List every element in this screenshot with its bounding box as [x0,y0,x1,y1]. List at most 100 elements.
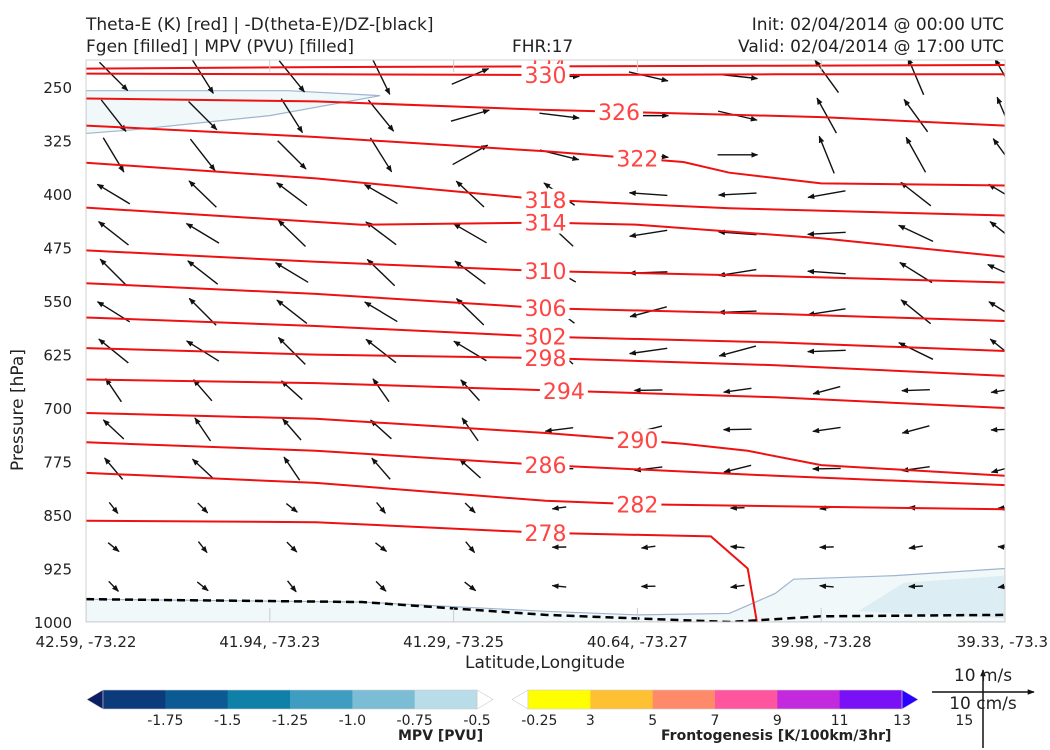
contour-label-bg [521,63,570,86]
y-tick-label: 1000 [34,614,72,632]
mpv-region-lower [86,567,1005,622]
contour-label-bg [521,521,570,544]
wind-vector [286,541,298,553]
plot-frame [85,59,1006,623]
wind-vector [898,342,934,360]
wind-vector [459,458,482,479]
wind-vector [276,299,308,325]
colorbar-tick: 3 [586,713,595,729]
colorbar-tick: -0.75 [397,713,433,729]
wind-vector [185,222,220,244]
wind-vector [189,138,216,172]
mpv-colorbar: -1.75 -1.5 -1.25 -1.0 -0.75 -0.5 -0.25 [86,689,557,729]
theta-e-label: 314 [525,212,567,237]
y-tick-label: 550 [43,293,72,311]
wind-vector [363,183,398,205]
wind-vector [372,378,390,403]
plot-area: 3343303263223183143103063022982942902862… [86,60,1005,622]
title-left-line1: Theta-E (K) [red] | -D(theta-E)/DZ-[blac… [86,15,434,35]
contour-label-bg [521,297,570,320]
wind-vector [723,387,752,395]
x-tick-label: 41.29, -73.25 [403,633,504,651]
wind-vector [807,190,846,200]
wind-vector [816,97,838,134]
wind-vector [452,144,489,166]
wind-vector [807,348,846,355]
colorbar-tick: -0.25 [521,713,557,729]
wind-vector [367,99,395,132]
wind-vector [988,183,1005,195]
wind-vector [197,502,209,514]
init-time: Init: 02/04/2014 @ 00:00 UTC [751,15,1004,35]
colorbar-extend-high [476,689,494,710]
wind-vector [277,337,306,365]
wind-key-horizontal-label: 10 m/s [954,666,1012,686]
wind-vector [997,544,1005,550]
wind-vector [286,580,297,593]
mpv-colorbar-title: MPV [PVU] [398,728,484,744]
colorbar-segment [777,690,841,709]
x-tick-label: 39.33, -73.3 [957,633,1048,651]
wind-vector [277,219,307,248]
wind-vector [188,297,217,326]
wind-vector [729,583,745,590]
colorbar-outline [527,689,903,710]
x-tick-label: 41.94, -73.23 [219,633,320,651]
colorbar-tick: 9 [773,713,782,729]
contour-label-bg [521,260,570,283]
wind-vector [105,378,122,403]
contour-label-bg [521,347,570,370]
wind-vector [460,379,481,402]
wind-vector [280,380,303,401]
colorbar-segment [528,690,591,709]
wind-vector [376,502,386,514]
wind-vector [375,542,388,552]
wind-vector [100,99,127,132]
colorbar-segment [352,690,416,709]
colorbar-extend-low [511,689,529,710]
wind-vector [807,268,846,275]
theta-e-label: 286 [525,454,567,479]
colorbar-segment [715,690,778,709]
wind-key: 10 m/s 10 cm/s [932,666,1035,748]
wind-vector [629,306,667,318]
wind-vector [544,427,574,434]
wind-vector [987,263,1005,274]
fgen-colorbar: 3 5 7 9 11 13 15 [511,689,973,729]
colorbar-tick: -1.0 [339,713,366,729]
wind-vector [364,301,398,323]
wind-vector [903,98,929,133]
wind-vector [107,542,120,553]
wind-vector [812,385,841,395]
forecast-hour: FHR:17 [512,37,574,57]
wind-vector [539,112,580,121]
theta-e-contour [86,471,1005,511]
contour-label-bg [613,493,662,516]
wind-vector [108,501,119,514]
wind-vector [197,541,208,554]
contour-label-bg [613,147,662,170]
wind-vector [723,464,752,474]
colorbar-tick: 5 [648,713,657,729]
wind-vector [464,581,477,592]
theta-e-label: 282 [616,493,658,518]
contour-label-bg [521,325,570,348]
wind-vector [812,426,841,434]
theta-e-label: 322 [616,147,658,172]
mpv-region-core [857,575,1005,619]
wind-vector [99,258,128,287]
y-tick-label: 625 [43,347,72,365]
theta-e-label: 294 [543,380,585,405]
colorbar-tick: -1.25 [272,713,308,729]
wind-vector [989,338,1005,352]
wind-vector [369,137,393,173]
valid-time: Valid: 02/04/2014 @ 17:00 UTC [738,37,1004,57]
theta-e-label: 310 [525,260,567,285]
theta-e-label: 326 [598,101,640,126]
wind-vector [729,544,745,550]
colorbar-segment [414,690,478,709]
theta-e-label: 290 [616,429,658,454]
title-left-line2: Fgen [filled] | MPV (PVU) [filled] [86,37,355,57]
wind-vector [551,505,567,511]
